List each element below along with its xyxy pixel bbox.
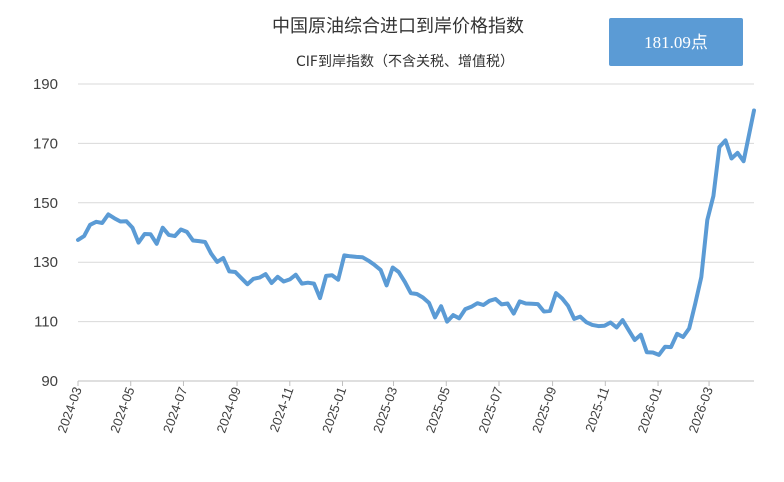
x-axis-ticks: 2024-03 2024-05 2024-07 2024-09 2024-11 2025-… [54,381,716,435]
y-tick-label: 130 [33,254,58,271]
value-badge: 181.09点 [609,18,743,66]
y-tick-label: 90 [41,373,58,390]
x-tick-label: 2025-07 [475,385,505,435]
x-tick-label: 2024-05 [107,385,137,435]
chart-title: 中国原油综合进口到岸价格指数 [272,16,524,37]
x-tick-label: 2024-09 [213,385,243,435]
y-tick-label: 110 [34,314,58,331]
x-tick-label: 2026-01 [634,385,664,435]
y-tick-label: 190 [33,76,58,93]
gridlines [78,83,754,323]
x-tick-label: 2024-11 [267,385,297,434]
x-tick-label: 2024-07 [160,385,190,435]
value-badge-box [609,18,743,66]
chart-subtitle: CIF到岸指数（不含关税、增值税） [296,54,514,70]
series-layer [76,108,756,357]
y-axis-ticks: 90 110 130 150 170 190 [33,76,58,390]
x-tick-label: 2026-03 [685,385,715,435]
y-tick-label: 170 [33,135,58,152]
x-tick-label: 2025-01 [319,385,349,435]
x-tick-label: 2025-03 [370,385,400,435]
x-tick-label: 2024-03 [54,385,84,435]
x-tick-label: 2025-11 [582,385,612,434]
value-badge-text: 181.09点 [644,33,708,52]
x-tick-label: 2025-05 [423,385,453,435]
x-tick-label: 2025-09 [529,385,559,435]
series-line [76,108,756,357]
y-tick-label: 150 [33,195,58,212]
